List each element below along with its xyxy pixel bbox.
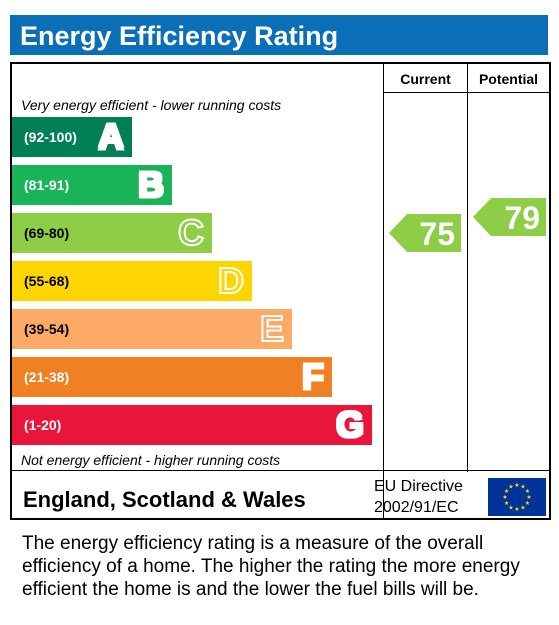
band-letter: B — [138, 164, 164, 205]
band-letter: F — [302, 356, 324, 397]
directive-line-1: EU Directive — [374, 478, 463, 495]
potential-rating-arrow: 79 — [473, 198, 546, 236]
svg-text:★: ★ — [526, 494, 531, 501]
potential-rating-arrow-value: 79 — [504, 200, 540, 236]
band-e: (39-54) E — [12, 307, 292, 350]
header-divider — [383, 92, 549, 93]
current-column-divider — [383, 64, 384, 518]
svg-text:★: ★ — [514, 506, 519, 513]
footer-divider — [12, 470, 549, 471]
band-g: (1-20) G — [12, 404, 372, 445]
band-letter: G — [335, 404, 364, 445]
band-d: (55-68) D — [12, 259, 252, 302]
chart-title: Energy Efficiency Rating — [10, 15, 548, 55]
band-a: (92-100) A — [12, 116, 132, 157]
svg-text:★: ★ — [520, 484, 525, 491]
svg-text:★: ★ — [502, 494, 507, 501]
band-range-label: (69-80) — [24, 225, 70, 241]
band-range-label: (55-68) — [24, 273, 70, 289]
band-letter: D — [217, 259, 245, 302]
bottom-note: Not energy efficient - higher running co… — [21, 452, 281, 468]
band-c: (69-80) C — [12, 211, 212, 254]
band-b: (81-91) B — [12, 164, 172, 205]
band-letter: C — [177, 211, 205, 254]
band-range-label: (21-38) — [24, 369, 70, 385]
current-rating-arrow: 75 — [389, 214, 461, 252]
region-label: England, Scotland & Wales — [23, 487, 306, 512]
band-letter: E — [259, 307, 285, 350]
potential-column-header: Potential — [478, 71, 539, 87]
top-note: Very energy efficient - lower running co… — [21, 97, 282, 113]
band-f: (21-38) F — [12, 356, 332, 397]
band-range-label: (1-20) — [24, 417, 62, 433]
eu-flag-icon: ★ ★ ★ ★ ★ ★ ★ ★ ★ ★ ★ ★ — [488, 478, 546, 516]
svg-text:★: ★ — [520, 504, 525, 511]
current-rating-arrow-value: 75 — [419, 216, 455, 252]
directive-line-2: 2002/91/EC — [374, 499, 459, 516]
eu-directive: EU Directive 2002/91/EC — [374, 476, 463, 518]
svg-text:★: ★ — [514, 482, 519, 489]
band-range-label: (81-91) — [24, 177, 70, 193]
description-text: The energy efficiency rating is a measur… — [22, 533, 520, 600]
svg-text:★: ★ — [508, 504, 513, 511]
svg-text:★: ★ — [508, 484, 513, 491]
svg-text:★: ★ — [504, 488, 509, 495]
band-range-label: (39-54) — [24, 321, 70, 337]
rating-table: Current Potential Very energy efficient … — [10, 62, 551, 520]
band-range-label: (92-100) — [24, 129, 77, 145]
svg-text:★: ★ — [504, 500, 509, 507]
current-column-header: Current — [400, 71, 451, 87]
band-letter: A — [98, 116, 124, 157]
potential-column-divider — [467, 64, 468, 472]
svg-text:★: ★ — [525, 500, 530, 507]
svg-text:★: ★ — [525, 488, 530, 495]
